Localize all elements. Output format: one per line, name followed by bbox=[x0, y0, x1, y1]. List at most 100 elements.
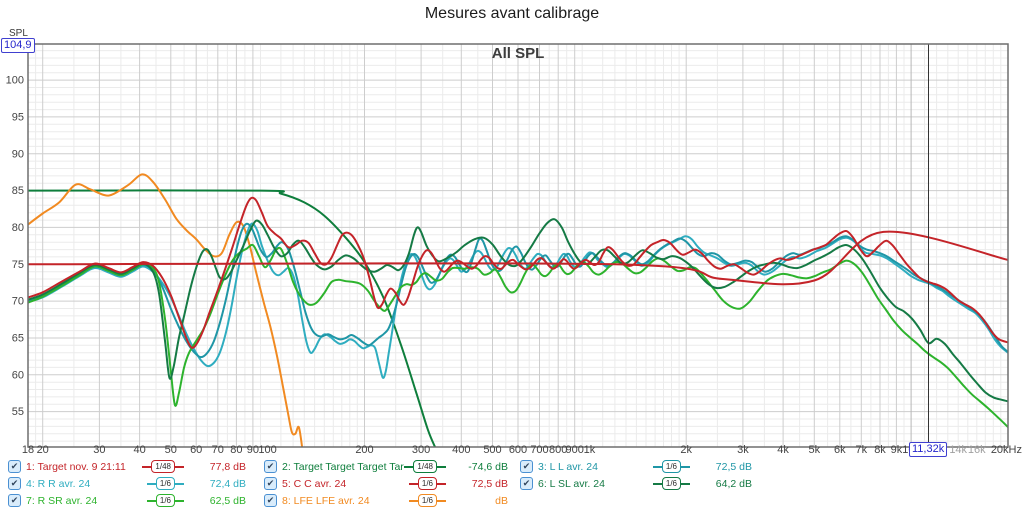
cursor-spl-readout: 104,9 bbox=[1, 38, 35, 53]
trace-line-sample bbox=[437, 499, 446, 502]
cursor-freq-readout: 11,32k bbox=[909, 442, 948, 457]
x-tick-label: 60 bbox=[190, 444, 202, 456]
trace-line-sample bbox=[408, 482, 418, 485]
legend-row-trace-1[interactable]: ✔ 1: Target nov. 9 21:11 1/48 77,8 dB bbox=[8, 458, 246, 475]
trace-line-sample bbox=[146, 482, 156, 485]
trace-label[interactable]: 2: Target Target Target Target 1 bbox=[282, 460, 404, 473]
x-tick-label: 5k bbox=[808, 444, 820, 456]
y-tick-label: 65 bbox=[12, 333, 24, 345]
smoothing-badge[interactable]: 1/6 bbox=[661, 460, 681, 473]
legend-row-trace-3[interactable]: ✔ 3: L L avr. 24 1/6 72,5 dB bbox=[520, 458, 752, 475]
trace-line-sample bbox=[142, 465, 152, 468]
x-tick-label: 1k bbox=[584, 444, 596, 456]
trace-cursor-value: 72,4 dB bbox=[209, 477, 246, 490]
legend-row-trace-6[interactable]: ✔ 6: L SL avr. 24 1/6 64,2 dB bbox=[520, 475, 752, 492]
page-title: Mesures avant calibrage bbox=[424, 5, 600, 22]
trace-line-sample bbox=[175, 465, 184, 468]
trace-line-sample bbox=[652, 465, 662, 468]
trace-legend: ✔ 1: Target nov. 9 21:11 1/48 77,8 dB ✔ 4: R … bbox=[0, 458, 1024, 507]
x-tick-label: 30 bbox=[93, 444, 105, 456]
trace-cursor-value: 64,2 dB bbox=[715, 477, 752, 490]
trace-cursor-value: 62,5 dB bbox=[209, 494, 246, 507]
x-tick-label: 100 bbox=[258, 444, 276, 456]
x-tick-label: 14k bbox=[949, 444, 967, 456]
trace-cursor-value: 77,8 dB bbox=[209, 460, 246, 473]
smoothing-badge[interactable]: 1/48 bbox=[151, 460, 175, 473]
x-tick-label: 4k bbox=[777, 444, 789, 456]
trace-2-path bbox=[28, 189, 437, 447]
trace-line-sample bbox=[437, 482, 446, 485]
legend-row-trace-2[interactable]: ✔ 2: Target Target Target Target 1 1/48 -74… bbox=[264, 458, 508, 475]
trace-label[interactable]: 8: LFE LFE avr. 24 bbox=[282, 494, 370, 507]
legend-row-trace-8[interactable]: ✔ 8: LFE LFE avr. 24 1/6 dB bbox=[264, 492, 508, 507]
y-tick-label: 100 bbox=[6, 75, 24, 87]
trace-line-sample bbox=[175, 499, 184, 502]
trace-cursor-value: 72,5 dB bbox=[715, 460, 752, 473]
smoothing-badge[interactable]: 1/48 bbox=[413, 460, 437, 473]
trace-line-sample bbox=[437, 465, 446, 468]
smoothing-badge[interactable]: 1/6 bbox=[155, 477, 175, 490]
x-tick-label: 50 bbox=[165, 444, 177, 456]
y-tick-label: 60 bbox=[12, 369, 24, 381]
chart-title: All SPL bbox=[491, 45, 545, 62]
x-tick-label: 9k bbox=[891, 444, 903, 456]
y-tick-label: 85 bbox=[12, 185, 24, 197]
trace-label[interactable]: 6: L SL avr. 24 bbox=[538, 477, 605, 490]
trace-visible-checkbox[interactable]: ✔ bbox=[264, 460, 277, 473]
x-tick-label: 40 bbox=[133, 444, 145, 456]
x-tick-label: 500 bbox=[483, 444, 501, 456]
trace-cursor-value: -74,6 dB bbox=[468, 460, 508, 473]
trace-visible-checkbox[interactable]: ✔ bbox=[8, 477, 21, 490]
trace-visible-checkbox[interactable]: ✔ bbox=[8, 460, 21, 473]
trace-1-path bbox=[28, 230, 1008, 286]
legend-row-trace-4[interactable]: ✔ 4: R R avr. 24 1/6 72,4 dB bbox=[8, 475, 246, 492]
y-tick-label: 95 bbox=[12, 111, 24, 123]
y-tick-label: 75 bbox=[12, 259, 24, 271]
trace-visible-checkbox[interactable]: ✔ bbox=[520, 460, 533, 473]
trace-line-sample bbox=[681, 482, 690, 485]
smoothing-badge[interactable]: 1/6 bbox=[417, 494, 437, 507]
x-tick-label: 7k bbox=[855, 444, 867, 456]
x-tick-label: 600 bbox=[509, 444, 527, 456]
legend-row-trace-5[interactable]: ✔ 5: C C avr. 24 1/6 72,5 dB bbox=[264, 475, 508, 492]
trace-label[interactable]: 5: C C avr. 24 bbox=[282, 477, 347, 490]
trace-line-sample bbox=[175, 482, 184, 485]
trace-label[interactable]: 1: Target nov. 9 21:11 bbox=[26, 460, 126, 473]
trace-line-sample bbox=[146, 499, 156, 502]
smoothing-badge[interactable]: 1/6 bbox=[661, 477, 681, 490]
y-tick-label: 55 bbox=[12, 406, 24, 418]
trace-cursor-value: 72,5 dB bbox=[471, 477, 508, 490]
x-tick-label: 400 bbox=[452, 444, 470, 456]
trace-4-path bbox=[28, 222, 1008, 379]
y-tick-label: 70 bbox=[12, 296, 24, 308]
x-tick-label: 800 bbox=[549, 444, 567, 456]
x-tick-label: 900 bbox=[566, 444, 584, 456]
trace-visible-checkbox[interactable]: ✔ bbox=[264, 477, 277, 490]
smoothing-badge[interactable]: 1/6 bbox=[417, 477, 437, 490]
plot-border bbox=[27, 43, 1009, 448]
trace-label[interactable]: 3: L L avr. 24 bbox=[538, 460, 598, 473]
trace-visible-checkbox[interactable]: ✔ bbox=[520, 477, 533, 490]
x-tick-label: 2k bbox=[680, 444, 692, 456]
trace-label[interactable]: 7: R SR avr. 24 bbox=[26, 494, 98, 507]
y-axis-title: SPL bbox=[9, 28, 28, 39]
legend-column: ✔ 2: Target Target Target Target 1 1/48 -74… bbox=[264, 458, 508, 507]
legend-column: ✔ 3: L L avr. 24 1/6 72,5 dB ✔ 6: L SL avr. 2… bbox=[520, 458, 752, 507]
trace-line-sample bbox=[681, 465, 690, 468]
smoothing-badge[interactable]: 1/6 bbox=[155, 494, 175, 507]
trace-label[interactable]: 4: R R avr. 24 bbox=[26, 477, 91, 490]
trace-line-sample bbox=[404, 465, 414, 468]
x-tick-label: 20kHz bbox=[991, 444, 1022, 456]
trace-8-path bbox=[28, 173, 304, 447]
x-tick-label: 200 bbox=[355, 444, 373, 456]
x-tick-label: 20 bbox=[37, 444, 49, 456]
trace-visible-checkbox[interactable]: ✔ bbox=[264, 494, 277, 507]
x-tick-label: 18 bbox=[22, 444, 34, 456]
trace-visible-checkbox[interactable]: ✔ bbox=[8, 494, 21, 507]
y-tick-label: 80 bbox=[12, 222, 24, 234]
y-tick-label: 90 bbox=[12, 148, 24, 160]
legend-row-trace-7[interactable]: ✔ 7: R SR avr. 24 1/6 62,5 dB bbox=[8, 492, 246, 507]
x-tick-label: 700 bbox=[530, 444, 548, 456]
